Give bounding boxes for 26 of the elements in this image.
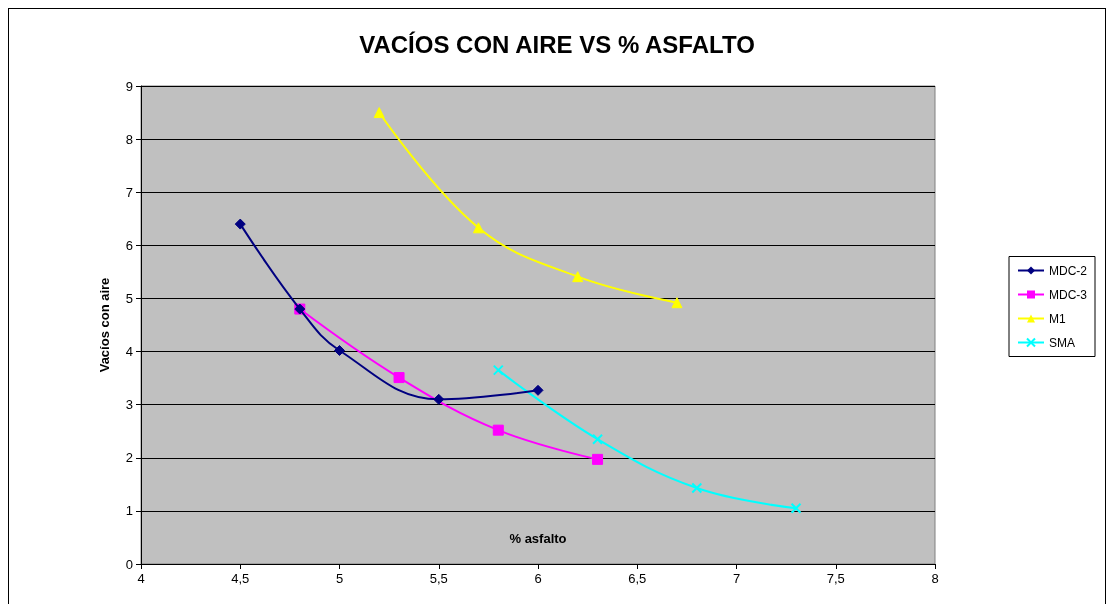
y-tick-label: 8 bbox=[125, 131, 133, 147]
y-tick-label: 2 bbox=[125, 450, 133, 466]
y-tick-label: 0 bbox=[125, 556, 133, 572]
x-tick-label: 5,5 bbox=[429, 571, 448, 586]
y-axis-title: Vacíos con aire bbox=[97, 277, 112, 373]
legend-label: SMA bbox=[1049, 335, 1076, 350]
x-tick-label: 6 bbox=[534, 571, 542, 586]
chart-title: VACÍOS CON AIRE VS % ASFALTO bbox=[359, 30, 755, 58]
x-tick-label: 8 bbox=[931, 571, 939, 586]
x-axis-title: % asfalto bbox=[509, 531, 567, 546]
x-tick-label: 7 bbox=[732, 571, 741, 586]
legend-label: M1 bbox=[1049, 311, 1066, 326]
y-tick-label: 4 bbox=[125, 344, 133, 360]
y-tick-label: 7 bbox=[125, 184, 133, 200]
x-tick-label: 4 bbox=[137, 571, 145, 586]
y-tick-label: 3 bbox=[125, 397, 133, 413]
legend-label: MDC-2 bbox=[1049, 263, 1088, 278]
y-tick-label: 5 bbox=[125, 290, 133, 306]
x-tick-label: 7,5 bbox=[826, 571, 845, 586]
y-tick-label: 1 bbox=[125, 503, 133, 519]
legend-label: MDC-3 bbox=[1049, 287, 1088, 302]
y-tick-label: 6 bbox=[125, 237, 133, 253]
y-tick-label: 9 bbox=[125, 78, 133, 94]
x-tick-label: 5 bbox=[335, 571, 344, 586]
x-tick-label: 4,5 bbox=[231, 571, 250, 586]
x-tick-label: 6,5 bbox=[628, 571, 647, 586]
